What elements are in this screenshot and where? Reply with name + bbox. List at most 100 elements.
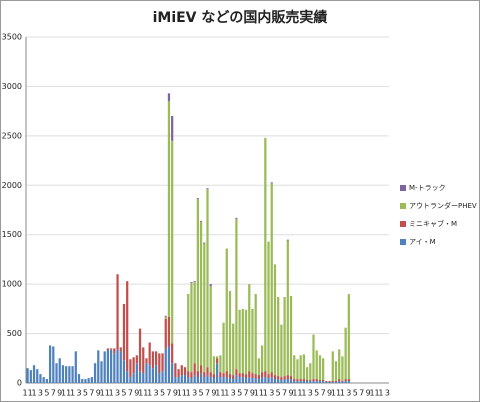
bar-segment (212, 356, 216, 375)
legend-label: アイ・M (409, 238, 436, 246)
bar-segment (273, 264, 277, 376)
bar-segment (148, 342, 151, 366)
x-tick-label: 9 (288, 389, 293, 398)
bar-segment (270, 377, 273, 383)
bar-segment (344, 381, 347, 383)
bar-segment (260, 345, 264, 373)
bar-segment (283, 376, 286, 380)
x-tick-label: 11 (215, 389, 225, 398)
bar-segment (212, 374, 216, 379)
bar-segment (225, 371, 228, 378)
bar-segment (84, 379, 87, 383)
bar-segment (309, 363, 312, 381)
bar-segment (206, 375, 209, 383)
bar-segment (248, 284, 251, 372)
bar-segment (296, 359, 299, 380)
bar-segment (228, 291, 232, 375)
bar-segment (225, 377, 228, 383)
bar-segment (334, 381, 338, 383)
bar-segment (338, 379, 341, 382)
bar-segment (212, 378, 216, 383)
bar-segment (228, 374, 232, 379)
bar-segment (347, 381, 350, 383)
bar-segment (238, 377, 241, 383)
bar-segment (270, 372, 273, 378)
x-tick-label: 7 (205, 389, 210, 398)
bar-segment (42, 377, 45, 383)
bar-segment (232, 323, 235, 376)
bar-segment (97, 350, 100, 383)
x-tick-label: 5 (237, 389, 242, 398)
bar-segment (251, 373, 254, 379)
bar-segment (183, 375, 187, 383)
bar-segment (241, 308, 244, 374)
bar-segment (135, 355, 138, 364)
bar-segment (347, 379, 350, 382)
bar-segment (238, 309, 241, 374)
y-tick-label: 2000 (2, 181, 22, 190)
bar-segment (209, 372, 212, 378)
bar-segment (196, 371, 199, 378)
bar-segment (315, 381, 318, 383)
bar-segment (129, 359, 132, 378)
bar-segment (193, 282, 196, 364)
legend-label: M-トラック (409, 184, 446, 192)
bar-segment (93, 363, 97, 383)
bar-segment (312, 381, 315, 383)
x-tick-label: 5 (121, 389, 126, 398)
bar-segment (257, 375, 261, 380)
bar-segment (328, 382, 331, 383)
bar-segment (289, 376, 293, 380)
bar-segment (338, 349, 341, 380)
bar-segment (264, 371, 267, 378)
bar-segment (318, 380, 322, 382)
bar-segment (87, 378, 90, 383)
bar-segment (190, 372, 193, 379)
x-tick-label: 11 (254, 389, 264, 398)
bar-segment (264, 137, 267, 372)
bar-segment (193, 281, 196, 283)
bar-segment (216, 356, 219, 359)
x-tick-label: 7 (128, 389, 133, 398)
bar-segment (293, 381, 296, 383)
bar-segment (328, 381, 331, 383)
bar-segment (174, 377, 177, 383)
legend-swatch (400, 221, 406, 227)
bar-segment (167, 101, 171, 317)
bar-segment (309, 381, 312, 383)
x-tick-label: 11 (292, 389, 302, 398)
bar-segment (344, 379, 347, 382)
x-tick-label: 1 (301, 389, 306, 398)
bar-segment (270, 182, 273, 184)
bar-segment (302, 379, 305, 382)
x-tick-label: 9 (96, 389, 101, 398)
bar-segment (315, 350, 318, 380)
x-tick-label: 5 (160, 389, 165, 398)
bar-segment (302, 354, 305, 380)
bar-segment (209, 284, 212, 287)
bar-segment (199, 220, 203, 222)
bar-segment (254, 374, 257, 379)
bar-segment (151, 368, 155, 383)
x-tick-label: 3 (346, 389, 351, 398)
bar-segment (158, 373, 161, 383)
bar-segment (199, 365, 203, 374)
bar-segment (244, 309, 248, 375)
x-tick-label: 7 (166, 389, 171, 398)
x-tick-label: 1 (378, 389, 383, 398)
bar-segment (322, 358, 325, 381)
x-tick-label: 1 (186, 389, 191, 398)
bar-segment (235, 369, 238, 376)
bar-segment (302, 381, 305, 383)
legend-swatch (400, 239, 406, 245)
x-tick-label: 9 (250, 389, 255, 398)
legend-label: ミニキャブ・M (409, 219, 457, 228)
bar-segment (110, 348, 113, 350)
bar-segment (305, 381, 309, 383)
bar-segment (305, 367, 309, 381)
bar-segment (277, 379, 280, 383)
bar-segment (222, 322, 225, 374)
bar-segment (289, 296, 293, 377)
bar-segment (299, 381, 302, 383)
bar-segment (347, 294, 350, 380)
